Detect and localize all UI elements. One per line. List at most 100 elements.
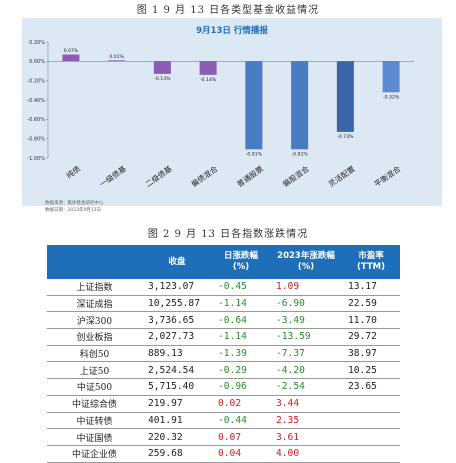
day-change: -1.14 — [212, 328, 270, 346]
data-label: 0.01% — [109, 54, 124, 60]
close-value: 219.97 — [142, 395, 212, 413]
fund-returns-chart: 9月13日 行情播报 0.20% 0.00% -0.20% -0.40% -0.60% -0… — [22, 18, 442, 206]
ytd-change: -6.90 — [270, 295, 342, 313]
table-row: 中证转债 401.91 -0.44 2.35 — [47, 412, 400, 430]
data-label: -0.73% — [337, 134, 354, 140]
day-change: -0.29 — [212, 361, 270, 380]
y-tick-label: -0.60% — [27, 117, 45, 123]
bar — [199, 61, 217, 75]
index-name: 创业板指 — [47, 328, 142, 346]
ytd-change: -4.20 — [270, 361, 342, 380]
bar — [153, 61, 171, 74]
y-tick-label: -0.40% — [27, 98, 45, 104]
ytd-change: 2.35 — [270, 412, 342, 430]
column-header: 收盘 — [142, 245, 212, 279]
x-tick-label: 二级债基 — [143, 163, 174, 189]
close-value: 2,027.73 — [142, 328, 212, 346]
bar — [245, 61, 263, 150]
pe-ratio: 10.25 — [342, 361, 400, 380]
index-name: 上证指数 — [47, 279, 142, 296]
close-value: 259.68 — [142, 445, 212, 463]
ytd-change: 1.09 — [270, 279, 342, 296]
data-label: -0.14% — [200, 77, 217, 83]
close-value: 401.91 — [142, 412, 212, 430]
index-name: 中证转债 — [47, 412, 142, 430]
table-row: 上证50 2,524.54 -0.29 -4.20 10.25 — [47, 361, 400, 380]
x-tick-label: 平衡混合 — [372, 163, 403, 189]
index-name: 中证综合债 — [47, 395, 142, 413]
y-tick-label: 0.00% — [29, 59, 45, 65]
day-change: 0.02 — [212, 395, 270, 413]
pe-ratio: 29.72 — [342, 328, 400, 346]
pe-ratio — [342, 428, 400, 446]
x-tick-label: 纯债 — [64, 163, 82, 180]
table-row: 沪深300 3,736.65 -0.64 -3.49 11.70 — [47, 311, 400, 330]
pe-ratio — [342, 395, 400, 413]
index-name: 科创50 — [47, 345, 142, 363]
y-tick-label: -1.00% — [27, 156, 45, 162]
y-tick-label: -0.80% — [27, 136, 45, 142]
bar — [291, 61, 309, 150]
index-name: 沪深300 — [47, 311, 142, 330]
x-tick-label: 普通股票 — [235, 163, 266, 189]
y-tick-label: -0.20% — [27, 78, 45, 84]
index-name: 中证国债 — [47, 428, 142, 446]
column-header: 日涨跌幅 (%) — [212, 245, 270, 279]
close-value: 220.32 — [142, 428, 212, 446]
table-row: 中证500 5,715.40 -0.96 -2.54 23.65 — [47, 378, 400, 396]
data-label: -0.32% — [383, 94, 400, 100]
source-note: 数据来源：集体基金研究中心 — [45, 201, 104, 206]
figure1-caption: 图 1 9 月 13 日各类型基金收益情况 — [136, 5, 320, 16]
ytd-change: -7.37 — [270, 345, 342, 363]
figure2-caption: 图 2 9 月 13 日各指数涨跌情况 — [147, 229, 309, 240]
bar — [108, 60, 126, 62]
index-name: 上证50 — [47, 361, 142, 380]
index-name: 深证成指 — [47, 295, 142, 313]
day-change: -0.45 — [212, 279, 270, 296]
day-change: -1.14 — [212, 295, 270, 313]
day-change: 0.04 — [212, 445, 270, 463]
table-row: 上证指数 3,123.07 -0.45 1.09 13.17 — [47, 279, 400, 296]
pe-ratio: 22.59 — [342, 295, 400, 313]
close-value: 3,736.65 — [142, 311, 212, 330]
bar — [336, 61, 354, 132]
column-header: 2023年涨跌幅 (%) — [270, 245, 342, 279]
close-value: 3,123.07 — [142, 279, 212, 296]
pe-ratio — [342, 412, 400, 430]
y-tick-label: 0.20% — [29, 40, 45, 46]
day-change: -0.96 — [212, 378, 270, 396]
ytd-change: -3.49 — [270, 311, 342, 330]
index-name: 中证500 — [47, 378, 142, 396]
pe-ratio: 13.17 — [342, 279, 400, 296]
day-change: 0.07 — [212, 428, 270, 446]
data-label: -0.91% — [291, 151, 308, 157]
ytd-change: 3.44 — [270, 395, 342, 413]
index-name: 中证企业债 — [47, 445, 142, 463]
ytd-change: -2.54 — [270, 378, 342, 396]
ytd-change: 3.61 — [270, 428, 342, 446]
ytd-change: -13.59 — [270, 328, 342, 346]
bar — [62, 54, 80, 62]
close-value: 2,524.54 — [142, 361, 212, 380]
chart-svg: 9月13日 行情播报 0.20% 0.00% -0.20% -0.40% -0.60% -0… — [27, 25, 414, 189]
day-change: -1.39 — [212, 345, 270, 363]
date-note: 数据日期：2023年9月13日 — [45, 208, 102, 213]
x-tick-label: 偏债混合 — [189, 163, 220, 189]
x-tick-label: 一级债基 — [97, 163, 128, 189]
data-label: 0.07% — [64, 48, 79, 54]
day-change: -0.44 — [212, 412, 270, 430]
table-row: 科创50 889.13 -1.39 -7.37 38.97 — [47, 345, 400, 363]
column-header — [47, 245, 142, 279]
index-table: 收盘 日涨跌幅 (%) 2023年涨跌幅 (%) 市盈率 (TTM) 上证指数 3,123.0… — [47, 245, 400, 463]
close-value: 10,255.87 — [142, 295, 212, 313]
close-value: 5,715.40 — [142, 378, 212, 396]
pe-ratio: 11.70 — [342, 311, 400, 330]
data-label: -0.91% — [246, 151, 263, 157]
table-row: 中证国债 220.32 0.07 3.61 — [47, 428, 400, 446]
pe-ratio — [342, 445, 400, 463]
close-value: 889.13 — [142, 345, 212, 363]
pe-ratio: 23.65 — [342, 378, 400, 396]
bar — [382, 61, 400, 93]
data-label: -0.13% — [154, 76, 171, 82]
x-tick-label: 偏股混合 — [280, 163, 311, 189]
